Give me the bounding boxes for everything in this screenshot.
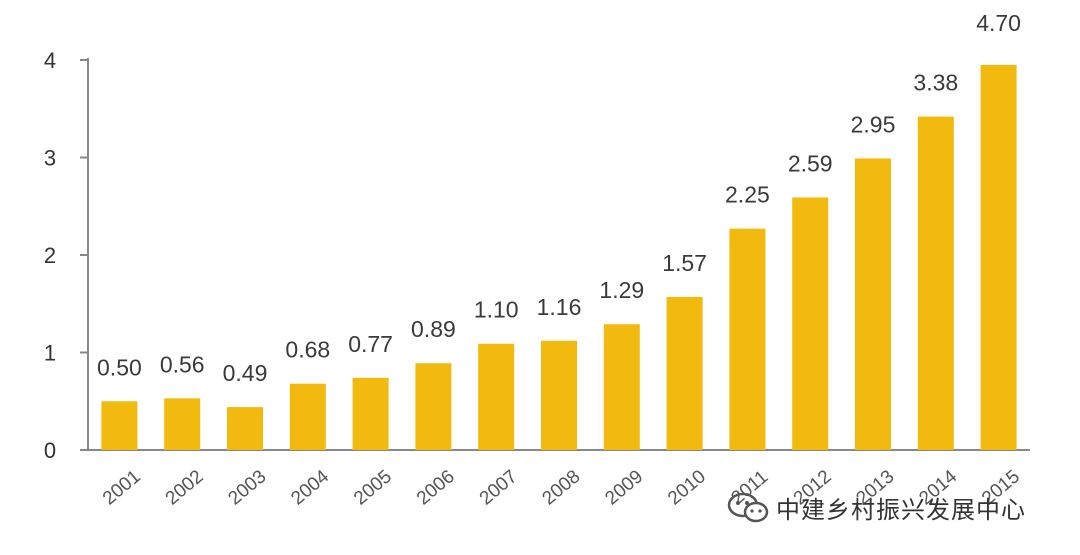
data-label-2008: 1.16 xyxy=(537,294,582,320)
bar-2015 xyxy=(980,64,1017,450)
data-label-2012: 2.59 xyxy=(788,150,833,176)
bar-2013 xyxy=(855,158,891,450)
data-labels-group: 0.50 0.56 0.49 0.68 0.77 0.89 1.10 1.16 1.29 1.57… xyxy=(97,10,1021,386)
data-label-2007: 1.10 xyxy=(474,297,519,323)
x-tick-label-2005: 2005 xyxy=(350,466,396,509)
bar-2004 xyxy=(289,383,326,450)
data-label-2009: 1.29 xyxy=(599,277,644,303)
data-label-2013: 2.95 xyxy=(851,111,896,137)
bars-group xyxy=(101,64,1017,451)
x-tick-label-2006: 2006 xyxy=(413,466,459,509)
x-tick-label-2001: 2001 xyxy=(99,466,145,509)
data-label-2011: 2.25 xyxy=(725,182,770,208)
bar-2011 xyxy=(729,228,766,450)
data-label-2005: 0.77 xyxy=(348,331,393,357)
bar-2003 xyxy=(227,407,263,450)
data-label-2004: 0.68 xyxy=(285,337,330,363)
bar-2010 xyxy=(666,296,703,450)
watermark: 中建乡村振兴发展中心 xyxy=(726,490,1026,525)
y-tick-label: 4 xyxy=(44,48,56,73)
watermark-text: 中建乡村振兴发展中心 xyxy=(776,497,1026,524)
bar-2014 xyxy=(917,116,954,451)
x-tick-label-2004: 2004 xyxy=(287,466,333,510)
bar-2008 xyxy=(541,340,577,450)
x-tick-label-2010: 2010 xyxy=(664,466,710,509)
data-label-2014: 3.38 xyxy=(913,70,958,96)
bar-2007 xyxy=(478,343,515,450)
x-tick-label-2002: 2002 xyxy=(162,466,208,509)
y-tick-label: 0 xyxy=(44,438,56,463)
x-tick-label-2007: 2007 xyxy=(476,466,522,509)
bar-2001 xyxy=(101,401,138,450)
y-tick-label: 2 xyxy=(44,243,56,268)
data-label-2006: 0.89 xyxy=(411,316,456,342)
data-label-2015: 4.70 xyxy=(976,10,1021,36)
bar-2002 xyxy=(164,398,201,450)
bar-2006 xyxy=(415,363,452,450)
bar-2005 xyxy=(352,377,389,450)
x-tick-label-2003: 2003 xyxy=(225,466,271,509)
wechat-icon xyxy=(727,492,769,522)
data-label-2003: 0.49 xyxy=(223,360,268,386)
x-tick-label-2008: 2008 xyxy=(539,466,585,509)
y-tick-label: 3 xyxy=(44,146,56,171)
data-label-2002: 0.56 xyxy=(160,351,205,377)
x-tick-label-2009: 2009 xyxy=(601,466,647,509)
data-label-2010: 1.57 xyxy=(662,250,707,276)
bar-2009 xyxy=(603,324,640,450)
y-tick-label: 1 xyxy=(44,341,56,366)
data-label-2001: 0.50 xyxy=(97,354,142,380)
bar-2012 xyxy=(792,197,829,450)
